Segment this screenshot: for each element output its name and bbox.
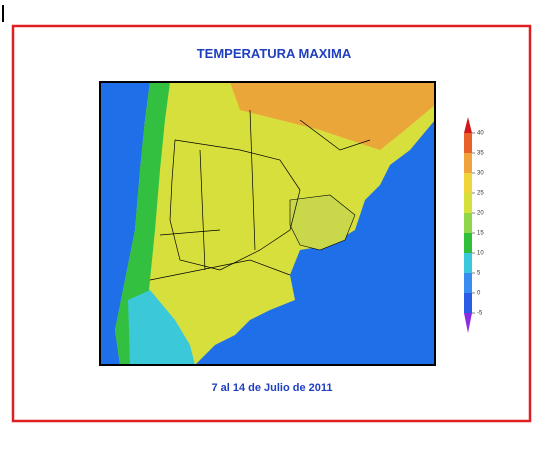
color-band (464, 233, 472, 253)
land (115, 82, 435, 365)
color-band (464, 153, 472, 173)
map-frame (99, 81, 436, 366)
tick-label: -5 (477, 311, 483, 317)
color-band (464, 173, 472, 193)
tick-label: 40 (477, 131, 484, 137)
colorbar: -5 0 5 10 15 20 25 30 35 40 (464, 117, 484, 333)
warm-zone (230, 82, 435, 150)
color-band (464, 253, 472, 273)
tick-label: 20 (477, 211, 484, 217)
over-arrow (464, 117, 472, 133)
tick-label: 35 (477, 151, 484, 157)
color-band (464, 193, 472, 213)
cold-zone (128, 290, 195, 365)
map (99, 81, 436, 366)
color-band (464, 273, 472, 293)
tick-label: 15 (477, 231, 484, 237)
provinces (169, 139, 301, 271)
date-label: 7 al 14 de Julio de 2011 (211, 382, 332, 394)
tick-label: 5 (477, 271, 481, 277)
tick-label: 30 (477, 171, 484, 177)
color-band (464, 293, 472, 313)
uruguay (289, 194, 356, 251)
under-arrow (464, 313, 472, 333)
color-band (464, 133, 472, 153)
borders (149, 109, 371, 281)
tick-label: 10 (477, 251, 484, 257)
tick-label: 0 (477, 291, 481, 297)
color-band (464, 213, 472, 233)
frame (11, 24, 532, 423)
title: TEMPERATURA MAXIMA (197, 46, 352, 61)
tick-label: 25 (477, 191, 484, 197)
cursor-mark (2, 5, 4, 22)
andes-zone (115, 82, 170, 365)
